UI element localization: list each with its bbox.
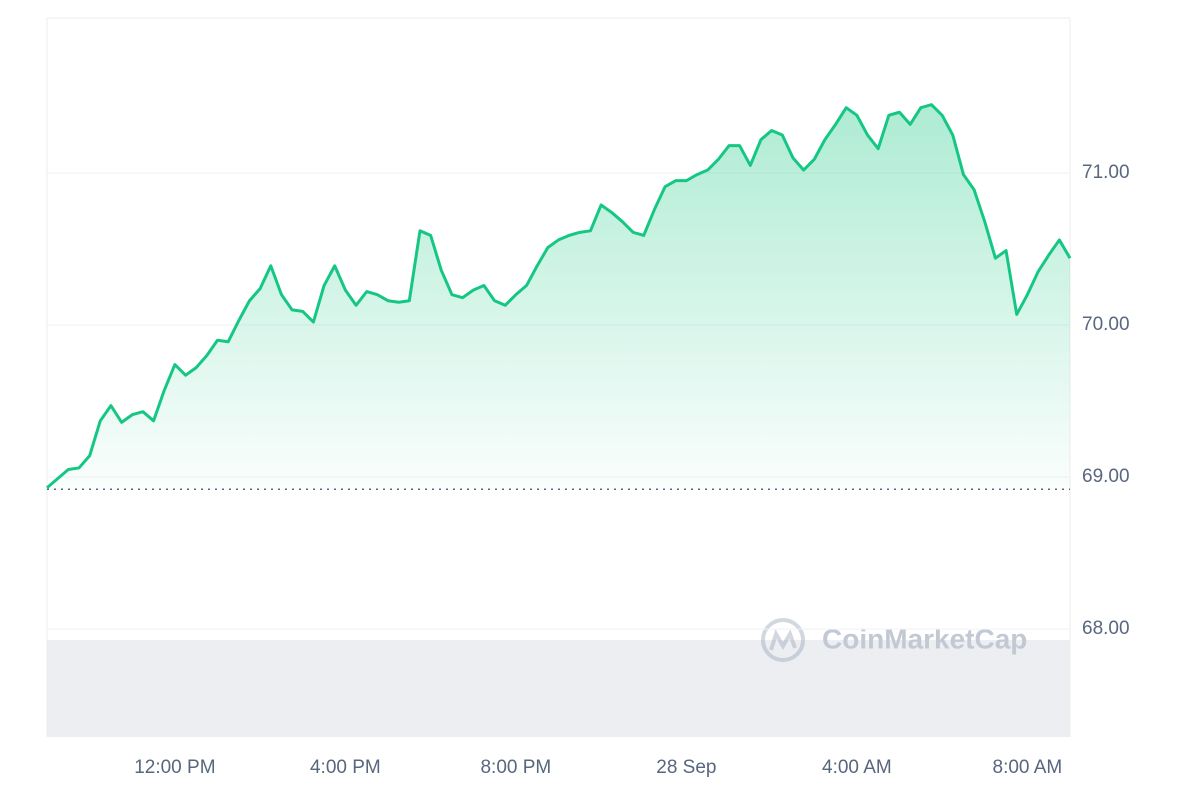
y-tick-label: 70.00 [1082,314,1130,335]
y-tick-label: 68.00 [1082,618,1130,639]
area [47,104,1070,490]
x-tick-label: 8:00 PM [480,757,551,778]
watermark-logo [761,618,805,662]
x-tick-label: 4:00 PM [310,757,381,778]
volume-band [47,640,1070,737]
line [46,103,1072,489]
x-tick-label: 8:00 AM [993,757,1063,778]
x-tick-label: 12:00 PM [134,757,215,778]
x-tick-label: 4:00 AM [822,757,892,778]
y-tick-label: 71.00 [1082,162,1130,183]
y-tick-label: 69.00 [1082,466,1130,487]
watermark: CoinMarketCap [822,623,1027,654]
x-tick-label: 28 Sep [656,757,716,778]
